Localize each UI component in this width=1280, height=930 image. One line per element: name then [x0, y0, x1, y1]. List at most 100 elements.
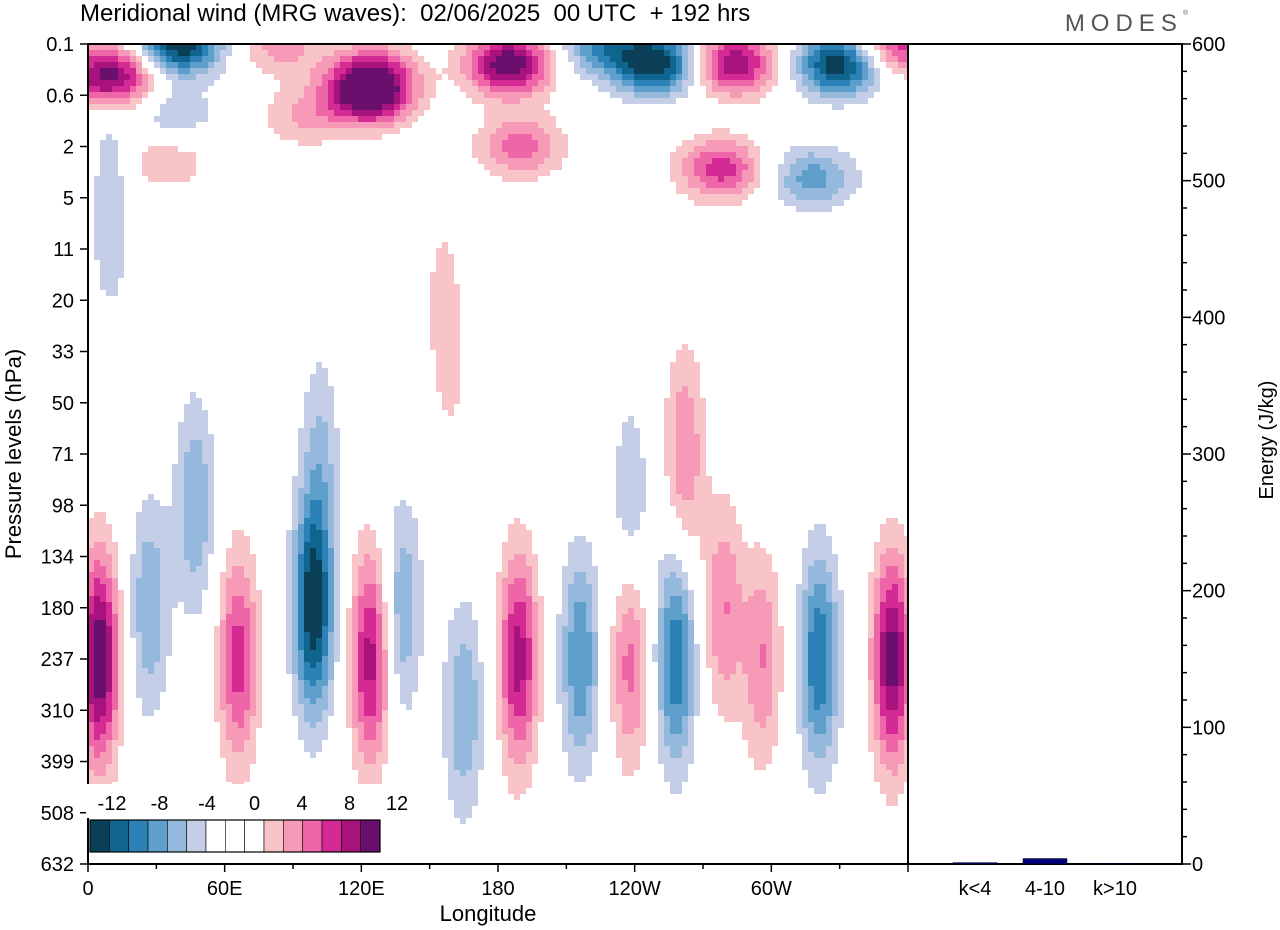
field-cell	[286, 548, 292, 554]
field-cell	[880, 44, 886, 50]
field-cell	[142, 74, 148, 80]
field-cell	[862, 434, 868, 440]
field-cell	[436, 398, 442, 404]
field-cell	[322, 374, 328, 380]
field-cell	[514, 176, 520, 182]
field-cell	[436, 338, 442, 344]
field-cell	[406, 554, 412, 560]
field-cell	[430, 110, 436, 116]
field-cell	[424, 74, 430, 80]
field-cell	[736, 182, 742, 188]
field-cell	[550, 44, 556, 50]
field-cell	[688, 86, 694, 92]
field-cell	[700, 578, 706, 584]
field-cell	[262, 104, 268, 110]
field-cell	[484, 164, 490, 170]
field-cell	[790, 44, 796, 50]
field-cell	[334, 62, 340, 68]
field-cell	[520, 506, 526, 512]
field-cell	[832, 62, 838, 68]
field-cell	[166, 140, 172, 146]
field-cell	[154, 560, 160, 566]
field-cell	[160, 530, 166, 536]
field-cell	[322, 512, 328, 518]
field-cell	[718, 164, 724, 170]
field-cell	[580, 578, 586, 584]
field-cell	[796, 98, 802, 104]
field-cell	[292, 116, 298, 122]
field-cell	[646, 476, 652, 482]
field-cell	[184, 536, 190, 542]
field-cell	[298, 536, 304, 542]
field-cell	[808, 188, 814, 194]
field-cell	[106, 302, 112, 308]
field-cell	[700, 176, 706, 182]
field-cell	[112, 278, 118, 284]
field-cell	[670, 542, 676, 548]
field-cell	[172, 104, 178, 110]
field-cell	[820, 86, 826, 92]
field-cell	[430, 254, 436, 260]
field-cell	[850, 92, 856, 98]
field-cell	[526, 116, 532, 122]
field-cell	[406, 50, 412, 56]
field-cell	[634, 44, 640, 50]
field-cell	[496, 566, 502, 572]
field-cell	[718, 494, 724, 500]
field-cell	[562, 548, 568, 554]
field-cell	[706, 572, 712, 578]
field-cell	[580, 518, 586, 524]
field-cell	[238, 566, 244, 572]
field-cell	[388, 92, 394, 98]
field-cell	[436, 434, 442, 440]
field-cell	[436, 50, 442, 56]
field-cell	[880, 548, 886, 554]
field-cell	[700, 188, 706, 194]
field-cell	[676, 80, 682, 86]
field-cell	[418, 536, 424, 542]
field-cell	[328, 566, 334, 572]
field-cell	[358, 80, 364, 86]
field-cell	[424, 104, 430, 110]
field-cell	[154, 176, 160, 182]
field-cell	[238, 524, 244, 530]
field-cell	[196, 452, 202, 458]
field-cell	[466, 50, 472, 56]
field-cell	[100, 44, 106, 50]
field-cell	[484, 68, 490, 74]
field-cell	[454, 284, 460, 290]
field-cell	[694, 194, 700, 200]
field-cell	[652, 548, 658, 554]
field-cell	[550, 140, 556, 146]
field-cell	[448, 374, 454, 380]
field-cell	[610, 44, 616, 50]
field-cell	[664, 434, 670, 440]
field-cell	[664, 548, 670, 554]
field-cell	[850, 188, 856, 194]
field-cell	[310, 416, 316, 422]
field-cell	[286, 554, 292, 560]
field-cell	[166, 74, 172, 80]
field-cell	[832, 164, 838, 170]
field-cell	[712, 146, 718, 152]
field-cell	[316, 542, 322, 548]
field-cell	[700, 62, 706, 68]
field-cell	[646, 92, 652, 98]
field-cell	[106, 260, 112, 266]
field-cell	[760, 68, 766, 74]
field-cell	[658, 560, 664, 566]
field-cell	[532, 62, 538, 68]
field-cell	[160, 500, 166, 506]
field-cell	[364, 56, 370, 62]
field-cell	[262, 86, 268, 92]
field-cell	[664, 356, 670, 362]
field-cell	[436, 386, 442, 392]
field-cell	[400, 560, 406, 566]
field-cell	[682, 404, 688, 410]
field-cell	[298, 104, 304, 110]
field-cell	[826, 92, 832, 98]
field-cell	[724, 74, 730, 80]
field-cell	[694, 338, 700, 344]
field-cell	[334, 374, 340, 380]
field-cell	[394, 470, 400, 476]
